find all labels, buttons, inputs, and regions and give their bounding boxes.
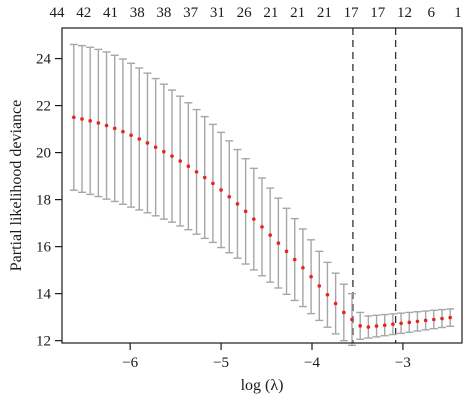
top-axis-label: 38 [130, 5, 145, 21]
mean-point [325, 293, 330, 297]
top-axis-label: 1 [454, 5, 462, 21]
mean-point [137, 137, 142, 141]
top-axis-label: 6 [428, 5, 436, 21]
top-axis-label: 41 [103, 5, 118, 21]
mean-point [284, 249, 289, 254]
mean-point [292, 257, 297, 262]
mean-point [407, 320, 412, 325]
mean-point [423, 318, 428, 323]
mean-point [80, 117, 84, 121]
mean-point [366, 325, 371, 329]
mean-point [104, 123, 109, 128]
mean-point [440, 316, 444, 321]
y-tick-label: 16 [36, 240, 52, 256]
mean-point [374, 324, 379, 328]
vertical-reference-lines [352, 28, 397, 343]
top-axis-label: 17 [370, 5, 386, 21]
mean-point [391, 322, 395, 326]
y-axis-title: Partial likelihood deviance [8, 100, 25, 272]
mean-point [317, 284, 322, 288]
x-tick-label: −5 [213, 355, 229, 371]
top-axis-label: 31 [210, 5, 225, 21]
mean-point [235, 202, 240, 206]
plot-frame [61, 27, 463, 344]
mean-point [202, 175, 207, 180]
x-tick-label: −3 [395, 355, 411, 371]
y-tick-label: 20 [36, 146, 51, 162]
mean-point [96, 121, 101, 125]
mean-point [252, 217, 256, 221]
mean-point [145, 141, 150, 145]
mean-point [162, 149, 166, 154]
top-axis-label: 17 [344, 5, 360, 21]
x-tick-label: −6 [122, 355, 138, 371]
mean-point [227, 194, 232, 199]
top-axis-label: 42 [76, 5, 91, 21]
y-tick-label: 14 [36, 287, 52, 303]
top-axis-label: 38 [156, 5, 171, 21]
mean-point [260, 225, 264, 229]
mean-point [153, 145, 158, 149]
mean-point [211, 181, 215, 186]
mean-points [72, 115, 452, 329]
top-axis-label: 37 [183, 5, 199, 21]
mean-point [129, 133, 133, 137]
mean-point [276, 241, 281, 245]
mean-point [170, 154, 174, 158]
y-tick-label: 24 [36, 52, 52, 68]
x-axis-ticks: −6 −5 −4 −3 [122, 343, 411, 371]
mean-point [112, 126, 117, 131]
mean-point [358, 324, 362, 328]
mean-point [194, 170, 199, 174]
mean-point [309, 274, 313, 279]
top-axis-label: 12 [397, 5, 412, 21]
top-axis-label: 21 [263, 5, 278, 21]
mean-point [268, 233, 272, 237]
mean-point [333, 301, 338, 306]
mean-point [432, 317, 436, 322]
mean-point [72, 115, 76, 120]
mean-point [342, 310, 346, 315]
y-tick-label: 18 [36, 193, 51, 209]
top-axis-label: 44 [50, 5, 66, 21]
mean-point [178, 159, 182, 163]
mean-point [88, 119, 92, 123]
mean-point [121, 129, 125, 134]
mean-point [219, 188, 223, 192]
mean-point [186, 164, 191, 169]
top-axis-label: 21 [290, 5, 305, 21]
mean-point [243, 209, 248, 214]
y-axis-ticks: 12 14 16 18 20 22 24 [36, 52, 62, 350]
top-axis-label: 26 [237, 5, 253, 21]
top-axis-labels: 44 42 41 38 38 37 31 26 21 21 21 17 17 12 6 1 [50, 5, 462, 21]
mean-point [301, 265, 305, 270]
mean-point [399, 321, 403, 326]
x-axis-title: log (λ) [241, 377, 284, 394]
x-tick-label: −4 [304, 355, 320, 371]
mean-point [382, 323, 387, 327]
y-tick-label: 22 [36, 99, 51, 115]
error-bars [69, 43, 455, 347]
top-axis-label: 21 [317, 5, 332, 21]
mean-point [448, 315, 452, 320]
y-tick-label: 12 [36, 334, 51, 350]
mean-point [415, 319, 420, 324]
mean-point [350, 317, 354, 322]
